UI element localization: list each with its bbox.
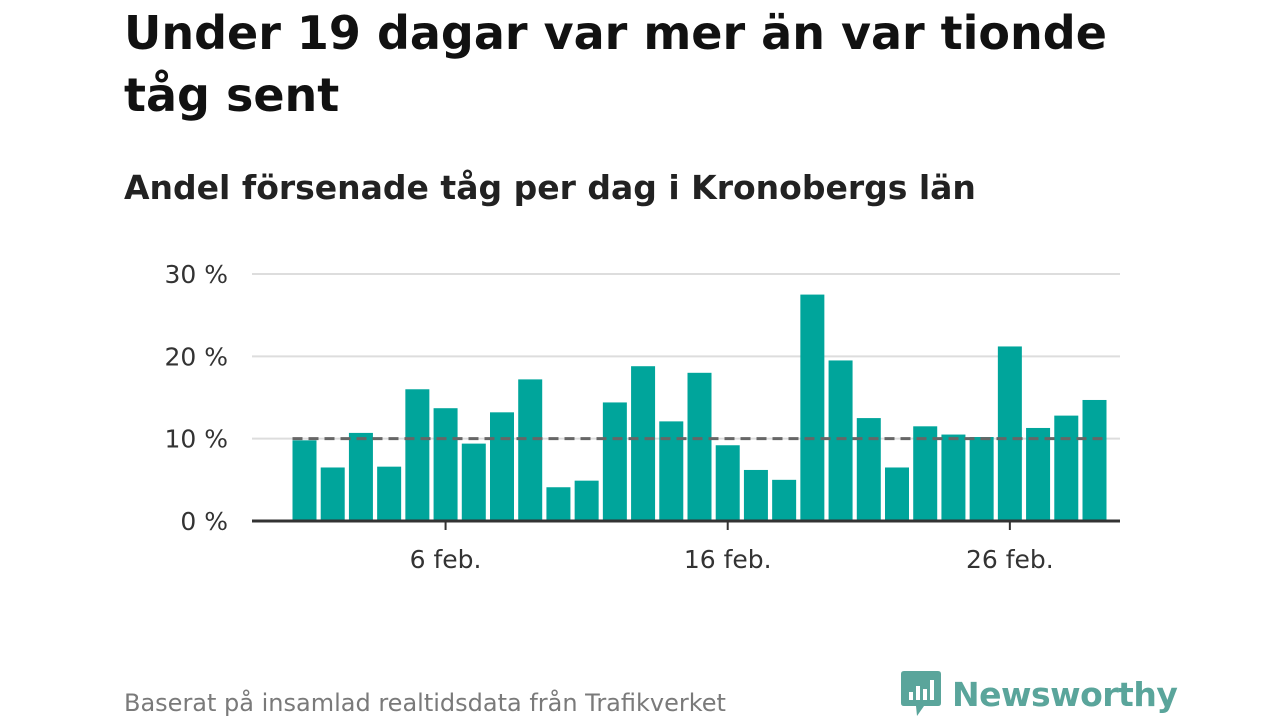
bar [941, 434, 966, 521]
bar [490, 412, 514, 521]
source-note: Baserat på insamlad realtidsdata från Tr… [124, 689, 726, 717]
chart-title: Under 19 dagar var mer än var tionde tåg… [124, 6, 1107, 122]
bar [772, 479, 797, 521]
bar [574, 480, 599, 521]
bar [1026, 427, 1051, 521]
bar [1054, 415, 1079, 521]
bar [800, 294, 825, 521]
bar [715, 445, 740, 521]
bar [1082, 399, 1107, 521]
x-tick-label: 6 feb. [410, 545, 482, 574]
bar [969, 437, 994, 521]
bar [659, 421, 684, 521]
bar [602, 402, 627, 521]
bar [348, 432, 373, 521]
x-tick-label: 26 feb. [966, 545, 1054, 574]
y-tick-label: 30 % [164, 260, 228, 289]
y-tick-label: 10 % [164, 425, 228, 454]
bar [856, 418, 881, 521]
bar [461, 443, 486, 521]
chart-subtitle: Andel försenade tåg per dag i Kronobergs… [124, 168, 976, 207]
bar [828, 360, 853, 521]
bar [743, 469, 768, 521]
bar [631, 366, 656, 521]
x-axis-ticks: 6 feb. 16 feb. 26 feb. [410, 521, 1054, 574]
bar [687, 372, 712, 521]
y-tick-label: 20 % [164, 342, 228, 371]
newsworthy-logo-icon [901, 671, 941, 716]
bar [292, 440, 317, 521]
bar [913, 426, 938, 521]
bar [320, 467, 345, 521]
bar [405, 389, 430, 521]
brand-logo[interactable]: Newsworthy [900, 668, 1178, 720]
bar [377, 466, 402, 521]
grid-lines [252, 273, 1120, 440]
y-tick-label: 0 % [180, 507, 228, 536]
bars [292, 294, 1107, 521]
brand-name: Newsworthy [952, 674, 1178, 714]
bar [997, 346, 1022, 521]
bar [433, 408, 458, 521]
bar [546, 487, 571, 521]
x-tick-label: 16 feb. [684, 545, 772, 574]
bar [518, 379, 543, 521]
y-axis-ticks: 0 % 10 % 20 % 30 % [164, 260, 228, 536]
bar [885, 467, 909, 521]
